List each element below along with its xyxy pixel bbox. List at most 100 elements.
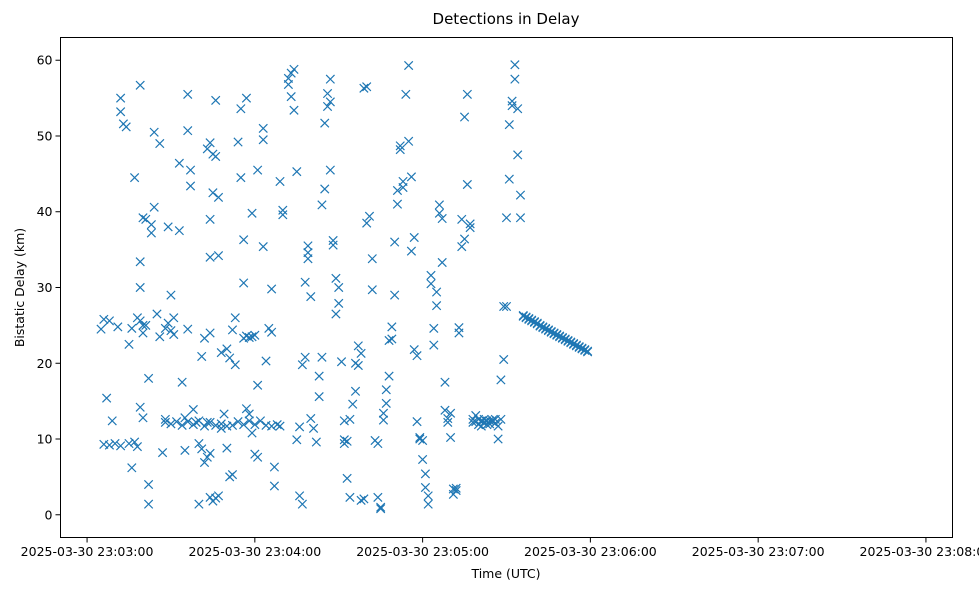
data-point-marker <box>362 82 372 92</box>
data-point-marker <box>292 435 302 445</box>
data-point-marker <box>392 199 403 209</box>
data-point-marker <box>205 252 215 262</box>
data-point-marker <box>451 483 461 493</box>
data-point-marker <box>577 344 587 354</box>
data-point-marker <box>205 328 215 338</box>
x-tick-label: 2025-03-30 23:07:00 <box>692 544 825 559</box>
y-tick-label: 0 <box>45 507 53 522</box>
data-point-marker <box>166 419 176 429</box>
data-point-marker <box>255 416 266 426</box>
data-point-marker <box>213 251 224 261</box>
data-point-marker <box>445 432 456 443</box>
data-point-marker <box>253 452 263 462</box>
data-point-marker <box>493 421 503 431</box>
data-point-marker <box>325 74 335 84</box>
data-point-marker <box>244 409 254 419</box>
data-point-marker <box>515 190 526 200</box>
data-point-marker <box>331 309 341 319</box>
data-point-marker <box>294 422 305 432</box>
data-point-marker <box>356 348 366 359</box>
data-point-marker <box>387 334 397 344</box>
data-point-marker <box>510 60 520 70</box>
data-point-marker <box>297 499 307 509</box>
data-point-marker <box>320 184 330 194</box>
data-point-marker <box>253 165 263 175</box>
data-point-marker <box>409 344 419 355</box>
data-point-marker <box>571 341 582 351</box>
data-point-marker <box>555 332 565 342</box>
data-point-marker <box>468 417 478 427</box>
data-point-marker <box>390 290 400 300</box>
data-point-marker <box>384 371 394 381</box>
data-point-marker <box>518 311 528 321</box>
data-point-marker <box>390 237 400 247</box>
data-point-marker <box>303 248 313 258</box>
data-point-marker <box>155 332 165 342</box>
data-point-marker <box>135 80 145 90</box>
data-point-marker <box>244 332 254 343</box>
data-point-marker <box>507 101 517 111</box>
data-point-marker <box>373 438 383 449</box>
data-point-marker <box>459 234 470 244</box>
data-point-marker <box>496 375 506 385</box>
data-point-marker <box>437 213 447 224</box>
data-point-marker <box>183 416 193 427</box>
plot-area <box>96 60 593 514</box>
data-point-marker <box>417 454 428 465</box>
data-point-marker <box>135 282 145 293</box>
data-point-marker <box>381 398 391 409</box>
data-point-marker <box>138 413 148 423</box>
data-point-marker <box>247 208 257 218</box>
data-point-marker <box>143 499 154 509</box>
x-tick-label: 2025-03-30 23:08:00 <box>860 544 979 559</box>
data-point-marker <box>356 495 366 506</box>
data-point-marker <box>250 419 260 430</box>
data-point-marker <box>582 347 593 357</box>
data-point-marker <box>328 235 338 246</box>
data-point-marker <box>258 123 268 134</box>
data-point-marker <box>194 499 204 509</box>
data-point-marker <box>513 150 523 160</box>
data-point-marker <box>479 414 489 424</box>
data-point-marker <box>308 423 319 434</box>
data-point-marker <box>364 211 375 221</box>
data-point-marker <box>219 409 229 419</box>
data-point-marker <box>146 228 157 238</box>
data-point-marker <box>339 416 349 426</box>
data-point-marker <box>457 214 467 224</box>
data-point-marker <box>306 413 316 424</box>
data-point-marker <box>250 330 260 340</box>
data-point-marker <box>222 443 232 453</box>
data-point-marker <box>513 104 523 114</box>
data-point-marker <box>300 352 310 362</box>
data-point-marker <box>169 313 179 323</box>
data-point-marker <box>297 360 307 370</box>
data-point-marker <box>546 327 556 337</box>
data-point-marker <box>434 208 445 218</box>
data-point-marker <box>236 104 246 114</box>
data-point-marker <box>412 416 422 427</box>
data-point-marker <box>426 279 436 289</box>
data-point-marker <box>286 68 296 78</box>
data-point-marker <box>443 413 453 424</box>
data-point-marker <box>401 89 411 99</box>
data-point-marker <box>406 172 417 182</box>
data-point-marker <box>247 428 257 438</box>
data-point-marker <box>213 491 224 501</box>
data-point-marker <box>524 314 534 324</box>
data-point-marker <box>322 88 333 99</box>
data-point-marker <box>443 417 453 427</box>
data-point-marker <box>227 469 238 480</box>
data-point-marker <box>266 421 277 431</box>
data-point-marker <box>174 226 184 236</box>
data-point-marker <box>266 327 277 337</box>
data-point-marker <box>415 434 425 444</box>
data-point-marker <box>275 421 285 431</box>
data-point-marker <box>560 335 570 345</box>
data-point-marker <box>426 270 436 281</box>
data-point-marker <box>239 419 249 430</box>
data-point-marker <box>311 437 321 447</box>
data-point-marker <box>563 336 573 346</box>
data-point-marker <box>320 118 330 128</box>
data-point-marker <box>314 391 324 402</box>
